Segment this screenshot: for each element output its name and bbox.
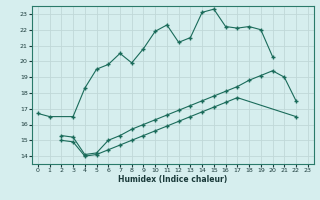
X-axis label: Humidex (Indice chaleur): Humidex (Indice chaleur) [118,175,228,184]
